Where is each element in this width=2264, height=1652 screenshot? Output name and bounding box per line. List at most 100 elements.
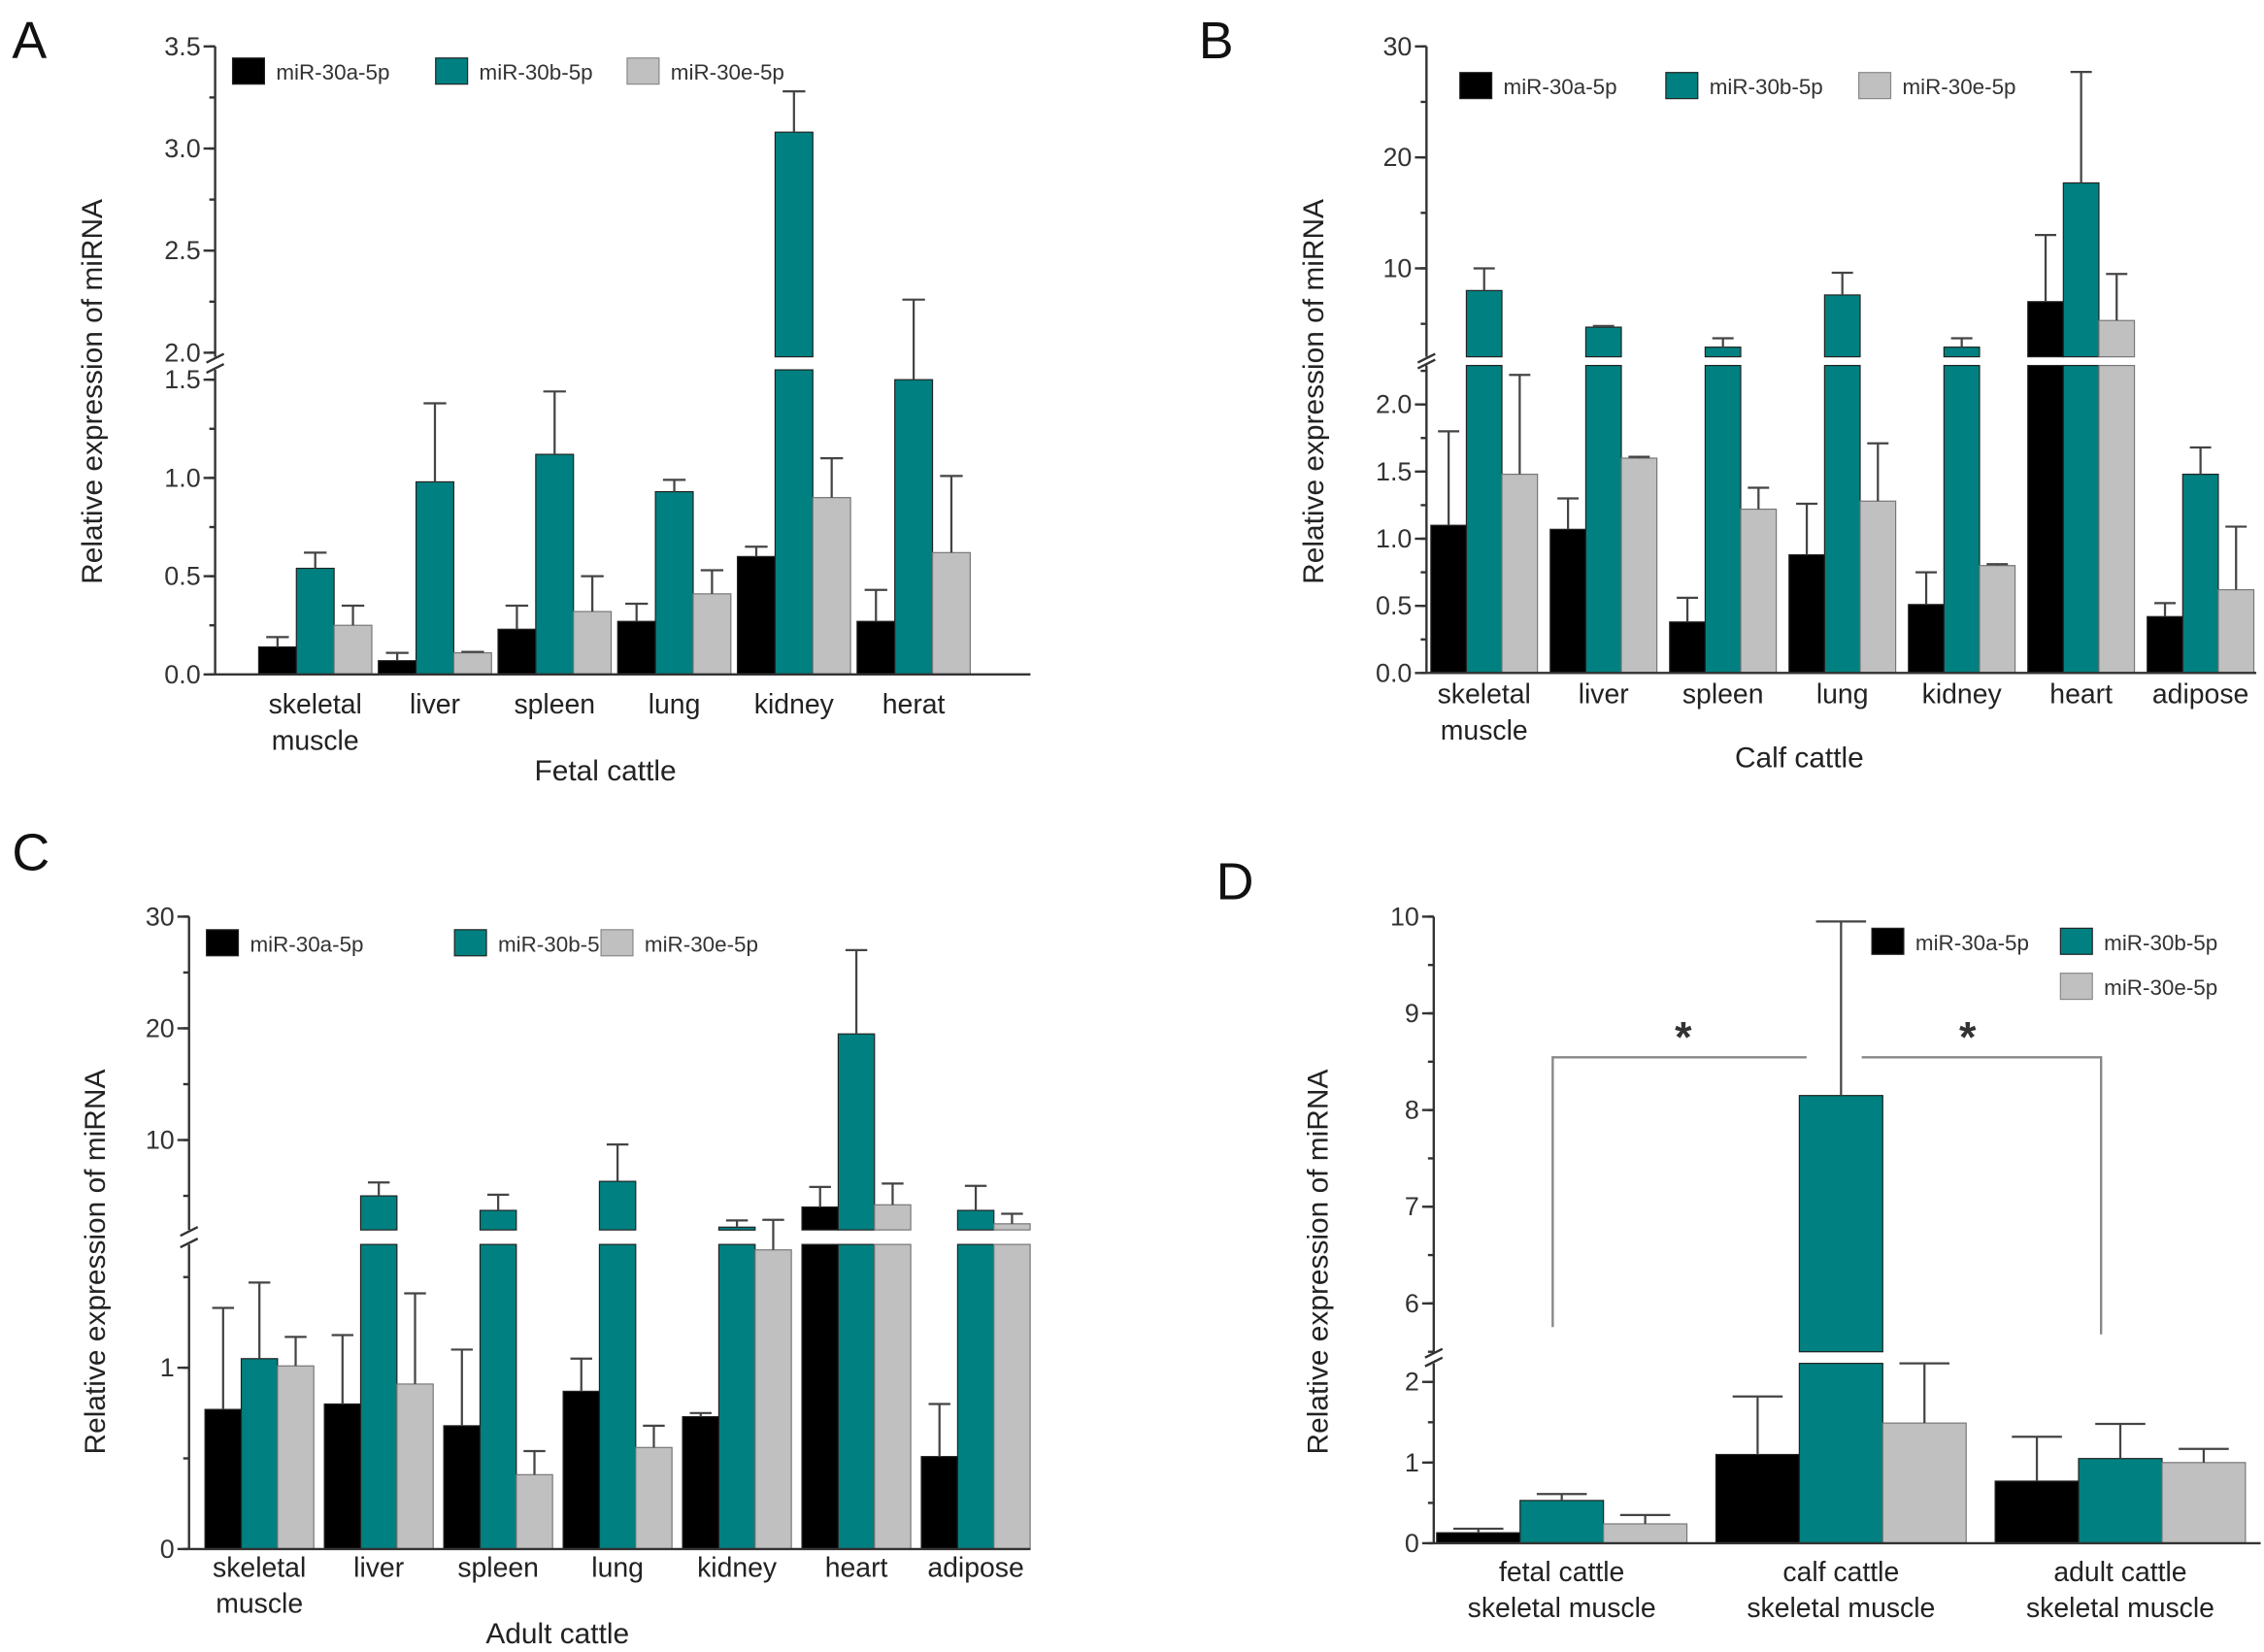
bar [1943, 364, 1981, 674]
y-tick-label: 0.5 [164, 562, 200, 591]
y-tick-label: 1.0 [1376, 524, 1412, 553]
x-category-label: fetal cattle [1499, 1557, 1624, 1588]
legend-label: miR-30a-5p [1504, 75, 1617, 99]
legend-label: miR-30b-5p [498, 932, 612, 956]
bar-upper-segment [774, 131, 814, 358]
y-tick-label: 3.0 [164, 134, 200, 163]
bar [535, 453, 575, 676]
legend-swatch [453, 929, 487, 957]
x-category-label: heart [2049, 679, 2113, 710]
x-category-label: adipose [927, 1552, 1023, 1583]
bar [573, 611, 613, 676]
legend: miR-30a-5p miR-30b-5p miR-30e-5p [206, 929, 758, 957]
legend-swatch [2059, 973, 2093, 1001]
bar [1584, 364, 1622, 674]
x-axis-title: Adult cattle [485, 1618, 629, 1650]
bar [2147, 615, 2183, 674]
x-category-label: skeletal [213, 1552, 306, 1583]
bar [692, 593, 732, 676]
panel-label: C [12, 824, 50, 882]
bar [1823, 364, 1861, 674]
bar [856, 620, 896, 676]
bar-upper-segment [1584, 326, 1622, 358]
bar [1620, 457, 1658, 674]
y-tick-label: 1 [160, 1353, 175, 1382]
x-category-label: skeletal muscle [1468, 1593, 1656, 1624]
legend-swatch [1459, 72, 1493, 100]
bar [801, 1243, 840, 1550]
x-category-label: calf cattle [1782, 1557, 1899, 1588]
bar-upper-segment [837, 1033, 876, 1231]
y-tick-label: 1.5 [1376, 457, 1412, 486]
x-category-label: skeletal [1438, 679, 1531, 710]
bar [2181, 474, 2219, 674]
y-tick-label: 10 [146, 1125, 175, 1154]
bar-upper-segment [598, 1180, 637, 1231]
bar [1519, 1500, 1605, 1544]
bar [204, 1408, 243, 1550]
bar [1704, 364, 1742, 674]
bar-upper-segment [801, 1206, 840, 1231]
legend-swatch [600, 929, 634, 957]
legend-label: miR-30a-5p [276, 60, 389, 84]
y-tick-label: 2.5 [164, 236, 200, 265]
bar [717, 1243, 756, 1550]
bar [443, 1425, 482, 1550]
significance-asterisk: * [1959, 1012, 1977, 1061]
x-category-label: lung [649, 689, 701, 720]
bar-upper-segment [1943, 347, 1981, 358]
bar [2161, 1462, 2247, 1544]
bar [2217, 588, 2255, 674]
bar [616, 620, 656, 676]
y-axis-title: Relative expression of miRNA [77, 199, 109, 584]
x-category-label: lung [591, 1552, 644, 1583]
bar [497, 628, 537, 676]
legend-swatch [231, 57, 266, 85]
x-category-label: kidney [754, 689, 835, 720]
x-category-label: spleen [1682, 679, 1764, 710]
y-axis-title: Relative expression of miRNA [1298, 199, 1330, 584]
bar [1715, 1453, 1800, 1544]
bar [1908, 604, 1945, 674]
bar-upper-segment [2027, 301, 2064, 358]
bar [323, 1403, 362, 1550]
x-category-label: skeletal [269, 689, 362, 720]
panel-label: B [1199, 12, 1234, 70]
legend-label: miR-30b-5p [1710, 75, 1823, 99]
bar [1881, 1422, 1967, 1544]
bar [956, 1243, 995, 1550]
panel-label: A [12, 12, 47, 70]
significance-asterisk: * [1675, 1012, 1692, 1061]
axis-break-mark [1416, 352, 1436, 370]
legend-swatch [1871, 927, 1905, 955]
x-category-label: herat [882, 689, 946, 720]
x-axis-title: Calf cattle [1735, 742, 1864, 774]
y-tick-label: 20 [1382, 143, 1412, 172]
bar [774, 369, 814, 676]
bar [894, 379, 934, 676]
bar [635, 1446, 673, 1550]
y-tick-label: 2.0 [1376, 390, 1412, 419]
bar [295, 567, 335, 676]
panel-c: C 0 1 10 20 30 skeletal muscle liver spleen lung ki… [12, 824, 1031, 1650]
y-tick-label: 1.5 [164, 365, 200, 394]
bar [2062, 364, 2100, 674]
bar-upper-segment [993, 1223, 1031, 1231]
bar [516, 1473, 553, 1550]
legend-swatch [2059, 927, 2093, 955]
bar-upper-segment [479, 1209, 517, 1231]
bar [1430, 524, 1468, 674]
bar [1549, 528, 1587, 674]
bar [736, 555, 777, 676]
bar-upper-segment [717, 1226, 756, 1231]
y-tick-label: 0.0 [1376, 658, 1412, 687]
legend-label: miR-30e-5p [645, 932, 758, 956]
bar [1798, 1363, 1883, 1544]
bar-upper-segment [956, 1209, 995, 1231]
significance-bracket [1551, 1056, 2103, 1335]
x-category-label: liver [353, 1552, 404, 1583]
bar-upper-segment [1823, 294, 1861, 358]
legend-label: miR-30e-5p [2104, 975, 2217, 1000]
y-tick-label: 0.5 [1376, 591, 1412, 620]
